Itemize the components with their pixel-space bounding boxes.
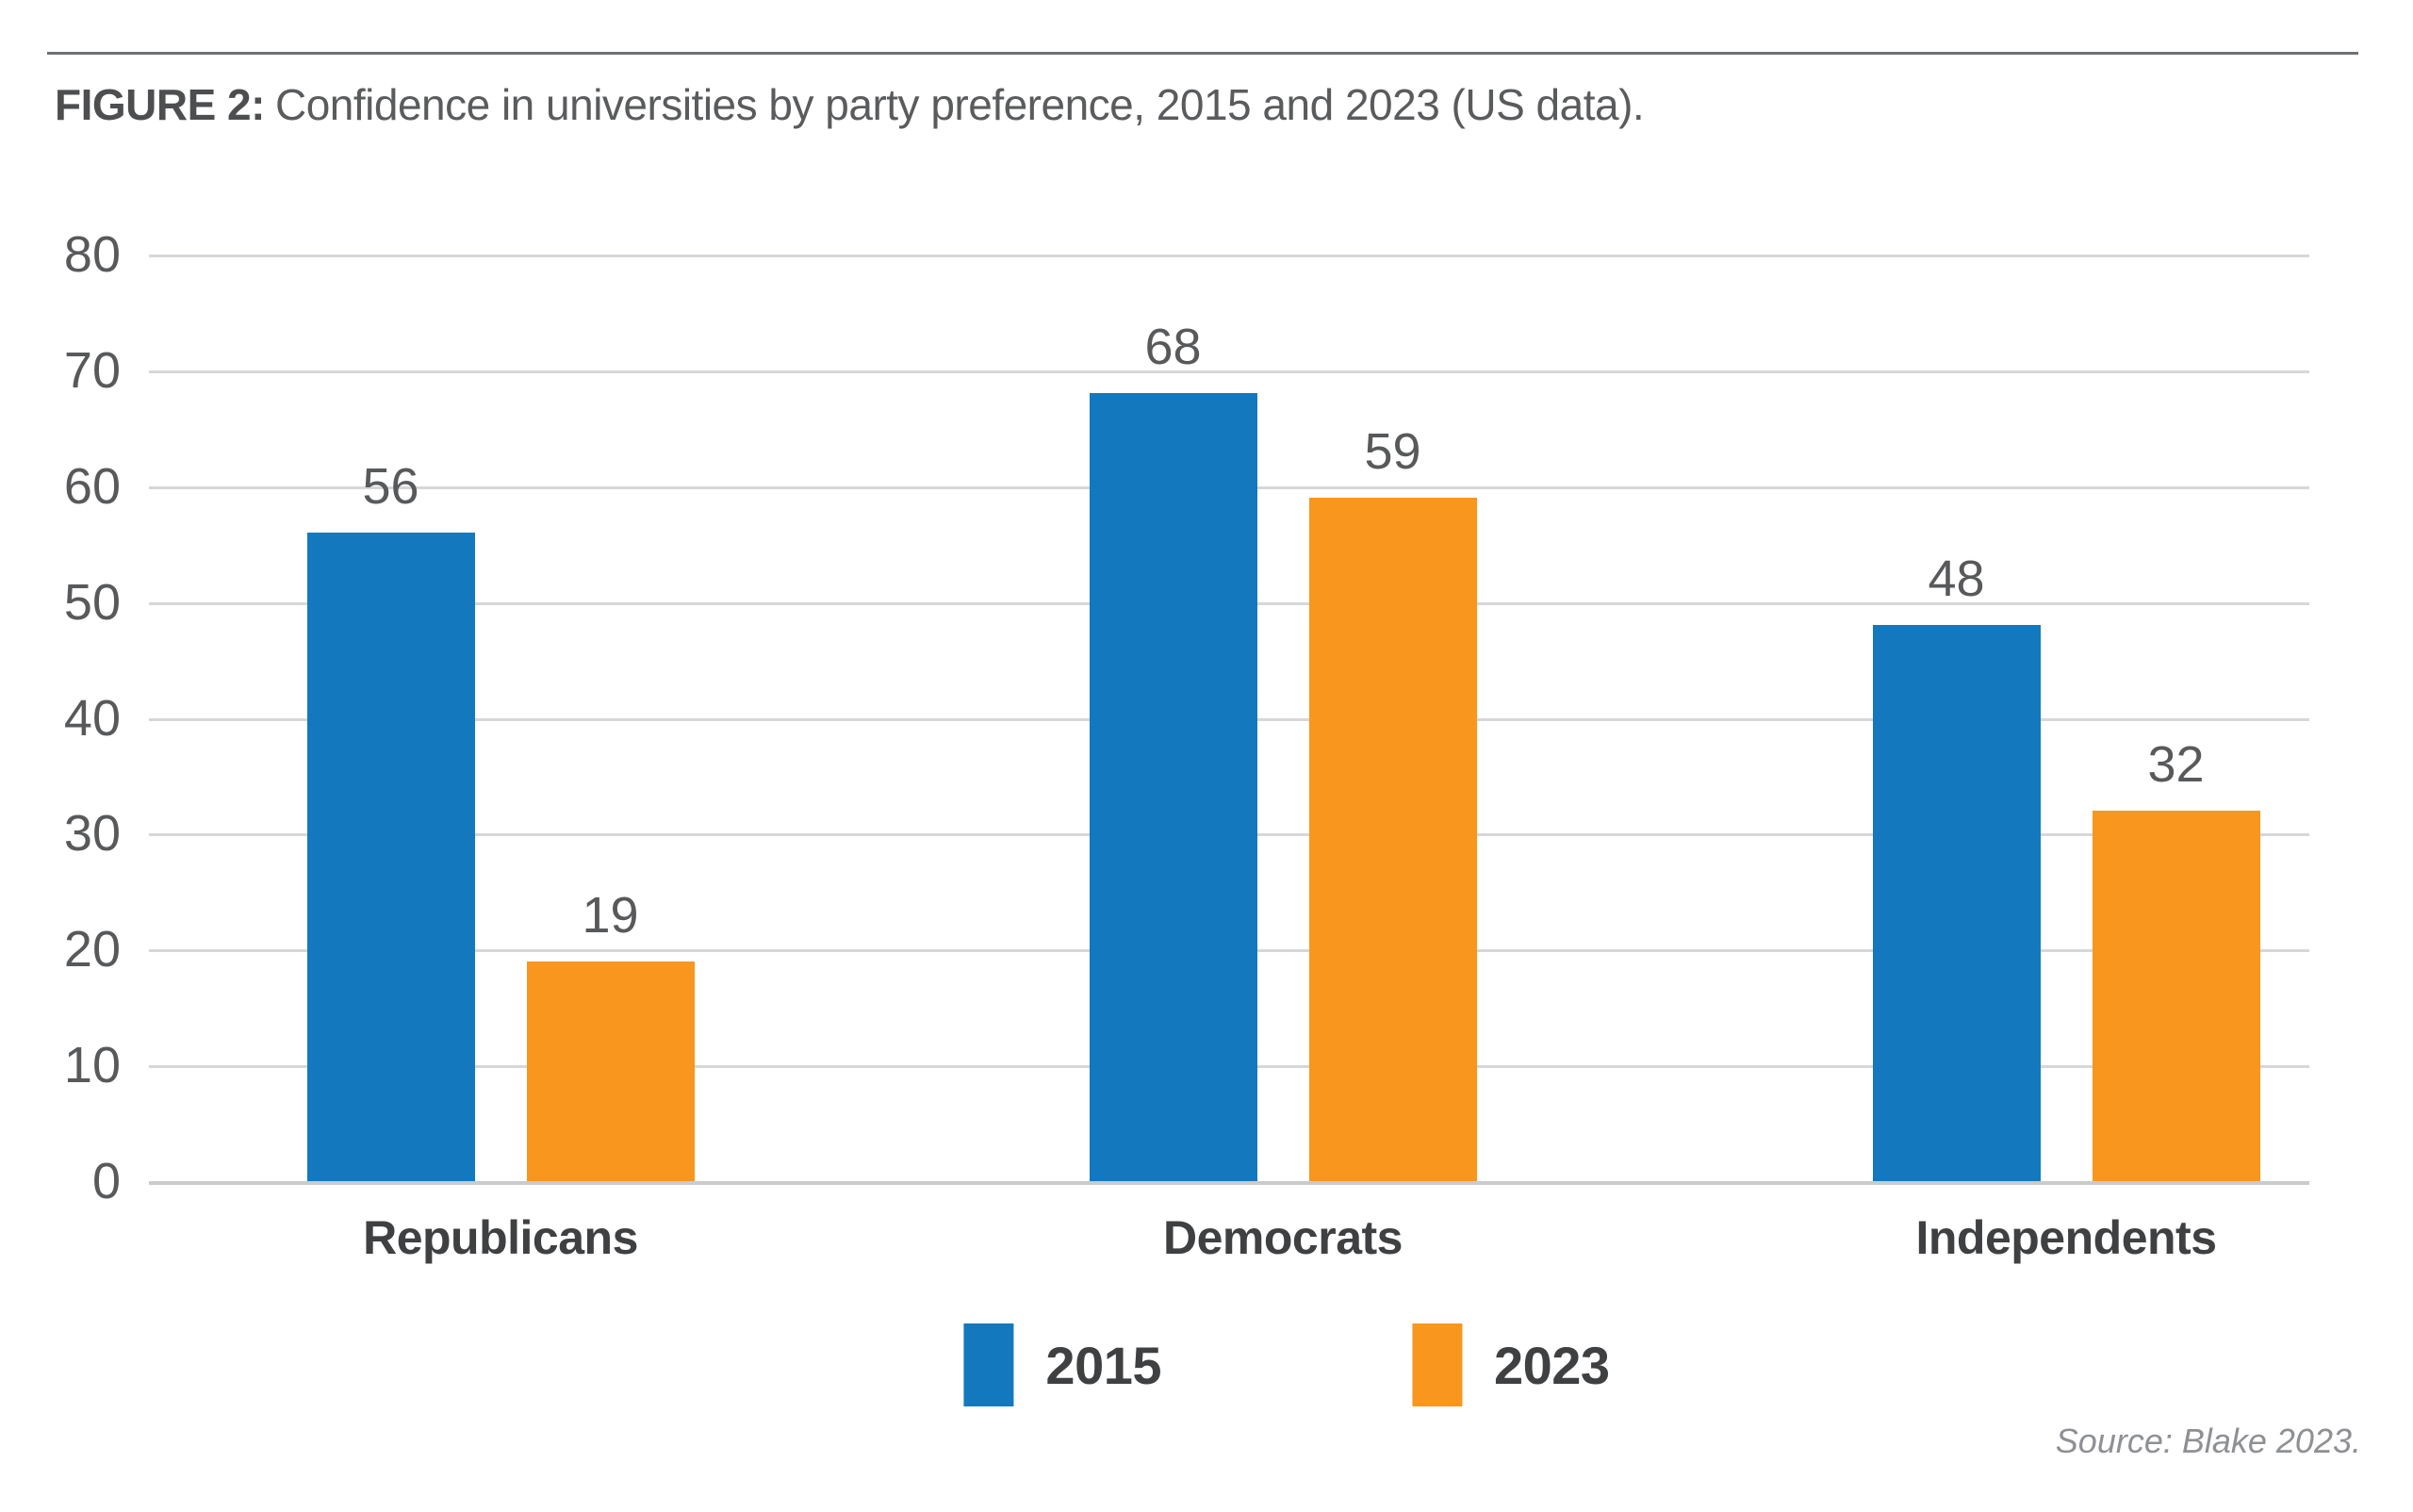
- y-tick-label-10: 10: [63, 1037, 121, 1094]
- value-label-2023-democrats: 59: [1364, 423, 1421, 481]
- bar-2015-democrats: [1089, 393, 1257, 1181]
- value-label-2015-republicans: 56: [362, 457, 419, 515]
- value-label-2015-independents: 48: [1928, 551, 1985, 608]
- bar-2023-independents: [2092, 810, 2260, 1181]
- value-label-2023-republicans: 19: [582, 886, 639, 944]
- gridline-70: [149, 370, 2309, 373]
- bar-2015-independents: [1872, 625, 2041, 1181]
- figure-label: FIGURE 2:: [55, 80, 265, 129]
- y-tick-label-60: 60: [63, 457, 121, 515]
- value-label-2023-independents: 32: [2147, 735, 2205, 793]
- figure-title-text: Confidence in universities by party pref…: [274, 80, 1645, 129]
- legend-label-2015: 2015: [1045, 1335, 1161, 1395]
- figure-caption: FIGURE 2: Confidence in universities by p…: [55, 77, 1645, 132]
- source-note: Source: Blake 2023.: [2055, 1422, 2361, 1460]
- category-label-independents: Independents: [1915, 1211, 2217, 1264]
- bar-2015-republicans: [306, 532, 475, 1181]
- gridline-80: [149, 255, 2309, 257]
- category-label-republicans: Republicans: [363, 1211, 638, 1264]
- y-tick-label-70: 70: [63, 341, 121, 399]
- y-tick-label-50: 50: [63, 573, 121, 631]
- legend-item-2015: 2015: [963, 1323, 1161, 1406]
- y-tick-label-80: 80: [63, 226, 121, 283]
- top-divider: [47, 52, 2358, 55]
- legend-label-2023: 2023: [1494, 1335, 1610, 1395]
- bar-2023-democrats: [1308, 498, 1477, 1181]
- value-label-2015-democrats: 68: [1144, 319, 1202, 376]
- legend-swatch-2023: [1412, 1323, 1462, 1406]
- y-tick-label-40: 40: [63, 689, 121, 747]
- chart-legend: 2015 2023: [963, 1323, 1610, 1406]
- legend-item-2023: 2023: [1412, 1323, 1610, 1406]
- y-tick-label-30: 30: [63, 805, 121, 863]
- gridline-0: [149, 1181, 2309, 1185]
- y-tick-label-20: 20: [63, 921, 121, 978]
- y-tick-label-0: 0: [91, 1153, 121, 1209]
- legend-swatch-2015: [963, 1323, 1014, 1406]
- bar-2023-republicans: [526, 961, 695, 1181]
- category-label-democrats: Democrats: [1163, 1211, 1403, 1264]
